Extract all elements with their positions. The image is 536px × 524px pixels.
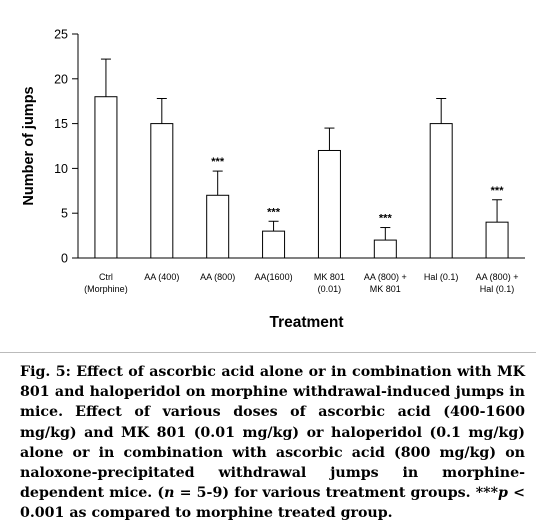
bar-5 (317, 149, 341, 259)
caption-title: Fig. 5: Effect of ascorbic acid alone or… (20, 364, 525, 421)
y-tick-label-10: 10 (54, 162, 68, 176)
significance-marker-6: *** (379, 213, 393, 225)
bar-3 (206, 194, 230, 259)
x-tick-label-3-line-1: AA (800) (200, 272, 235, 282)
x-tick-label-6-line-2: MK 801 (370, 284, 401, 294)
x-tick-label-5-line-1: MK 801 (314, 272, 345, 282)
bar-8 (485, 221, 509, 259)
y-tick-label-20: 20 (54, 72, 68, 86)
x-tick-label-2-line-1: AA (400) (144, 272, 179, 282)
significance-marker-3: *** (211, 156, 225, 168)
caption-p-symbol: p (498, 485, 508, 502)
y-tick-label-25: 25 (54, 28, 68, 42)
bar-1 (94, 96, 118, 259)
bar-6 (373, 239, 397, 259)
x-tick-label-8-line-1: AA (800) + (476, 272, 519, 282)
x-tick-label-1-line-2: (Morphine) (84, 284, 128, 294)
y-tick-label-5: 5 (61, 207, 68, 221)
bar-2 (150, 123, 174, 259)
caption-n-symbol: n (164, 485, 175, 502)
significance-marker-4: *** (267, 206, 281, 218)
y-axis-title: Number of jumps (21, 86, 37, 205)
figure-caption: Fig. 5: Effect of ascorbic acid alone or… (20, 362, 525, 524)
x-tick-label-1-line-1: Ctrl (99, 272, 113, 282)
x-tick-label-6-line-1: AA (800) + (364, 272, 407, 282)
x-axis-title: Treatment (269, 314, 343, 331)
caption-body-pre: Effect of various doses of ascorbic acid… (20, 404, 525, 502)
x-tick-label-5-line-2: (0.01) (318, 284, 342, 294)
figure-chart: 0 5 10 15 20 25 Number of jumps Treatment Ctrl (M… (21, 28, 525, 331)
x-tick-label-4-line-1: AA(1600) (255, 272, 293, 282)
bar-chart: 0 5 10 15 20 25 Number of jumps Treatment Ctrl (M… (21, 28, 525, 331)
x-tick-label-7-line-1: Hal (0.1) (424, 272, 459, 282)
caption-body-mid: = 5-9) for various treatment groups. *** (174, 485, 499, 502)
y-tick-label-0: 0 (61, 252, 68, 266)
significance-marker-8: *** (491, 185, 505, 197)
bar-7 (429, 123, 453, 259)
x-tick-label-8-line-2: Hal (0.1) (480, 284, 515, 294)
y-tick-label-15: 15 (54, 117, 68, 131)
divider (0, 352, 536, 353)
bar-4 (262, 230, 286, 259)
